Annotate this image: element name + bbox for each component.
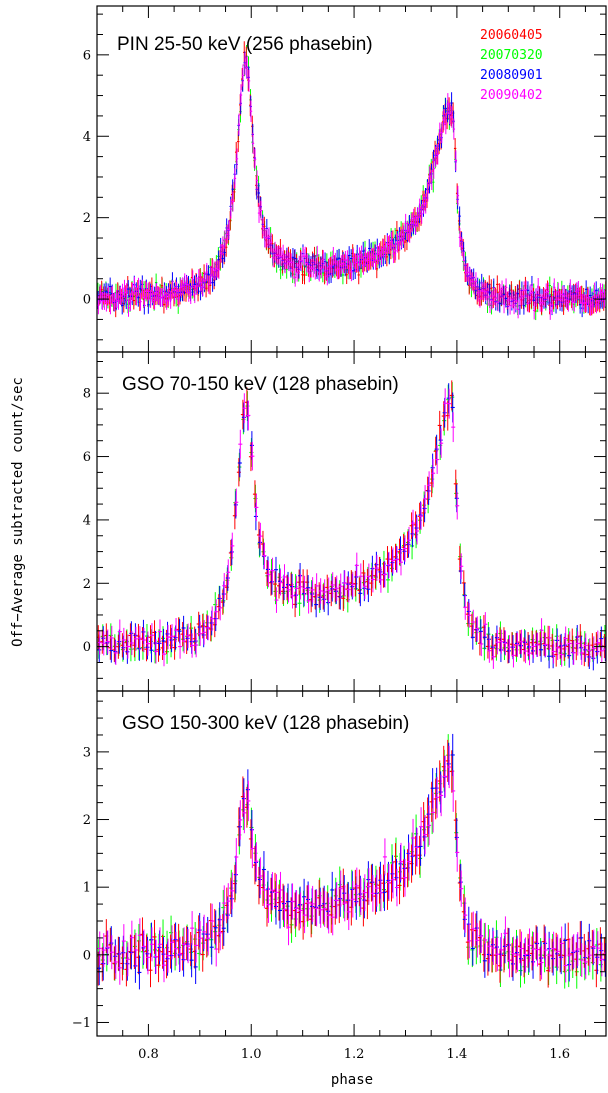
x-tick-labels: 0.8 1.0 1.2 1.4 1.6 bbox=[138, 1047, 570, 1062]
y-tick-label: 4 bbox=[83, 513, 91, 528]
x-tick-label: 0.8 bbox=[138, 1047, 159, 1062]
y-tick-label: 2 bbox=[83, 211, 91, 226]
legend-entry-20070320: 20070320 bbox=[480, 48, 543, 63]
y-axis-title: Off−Average subtracted count/sec bbox=[10, 377, 26, 647]
series-20090402 bbox=[97, 388, 606, 669]
series-20060405 bbox=[97, 380, 606, 667]
y-tick-label: 8 bbox=[83, 387, 91, 402]
y-tick-label: 2 bbox=[83, 813, 91, 828]
panel-3-frame bbox=[96, 690, 607, 1037]
y-tick-label: 0 bbox=[83, 640, 91, 655]
panel-1-title: PIN 25-50 keV (256 phasebin) bbox=[117, 34, 373, 55]
y-tick-label: 2 bbox=[83, 577, 91, 592]
x-tick-label: 1.2 bbox=[344, 1047, 365, 1062]
y-tick-label: 6 bbox=[83, 48, 91, 63]
legend: 20060405 20070320 20080901 20090402 bbox=[480, 28, 543, 103]
y-tick-label: 6 bbox=[83, 450, 91, 465]
y-tick-label: −1 bbox=[72, 1016, 91, 1031]
series-20070320 bbox=[97, 734, 606, 989]
y-tick-label: 0 bbox=[83, 948, 91, 963]
legend-entry-20080901: 20080901 bbox=[480, 68, 543, 83]
panel-3: −1 0 1 2 3 GSO 150-300 keV (128 phasebin) bbox=[72, 690, 607, 1037]
x-axis-title: phase bbox=[331, 1072, 373, 1088]
panel-1: 0 2 4 6 PIN 25-50 keV (256 phasebin) bbox=[83, 5, 607, 353]
y-tick-label: 0 bbox=[83, 293, 91, 308]
series-20080901 bbox=[97, 383, 606, 671]
panels-layer: 0 2 4 6 PIN 25-50 keV (256 phasebin) 0 2 4 6 8 GSO… bbox=[72, 5, 607, 1062]
panel-2-data bbox=[97, 380, 606, 671]
series-20090402 bbox=[97, 52, 606, 320]
panel-1-data bbox=[97, 41, 606, 321]
series-20090402 bbox=[97, 745, 606, 985]
x-tick-label: 1.6 bbox=[549, 1047, 570, 1062]
y-tick-label: 1 bbox=[83, 881, 91, 896]
panel-3-data bbox=[97, 733, 606, 990]
series-20070320 bbox=[97, 44, 606, 321]
panel-3-title: GSO 150-300 keV (128 phasebin) bbox=[122, 713, 409, 734]
y-tick-label: 4 bbox=[83, 130, 91, 145]
x-tick-label: 1.4 bbox=[447, 1047, 468, 1062]
legend-entry-20090402: 20090402 bbox=[480, 88, 543, 103]
legend-entry-20060405: 20060405 bbox=[480, 28, 543, 43]
series-20080901 bbox=[97, 733, 606, 990]
panel-2-title: GSO 70-150 keV (128 phasebin) bbox=[122, 374, 399, 395]
y-tick-label: 3 bbox=[83, 745, 91, 760]
series-20070320 bbox=[97, 382, 606, 666]
panel-2: 0 2 4 6 8 GSO 70-150 keV (128 phasebin) bbox=[83, 351, 607, 692]
x-tick-label: 1.0 bbox=[241, 1047, 262, 1062]
